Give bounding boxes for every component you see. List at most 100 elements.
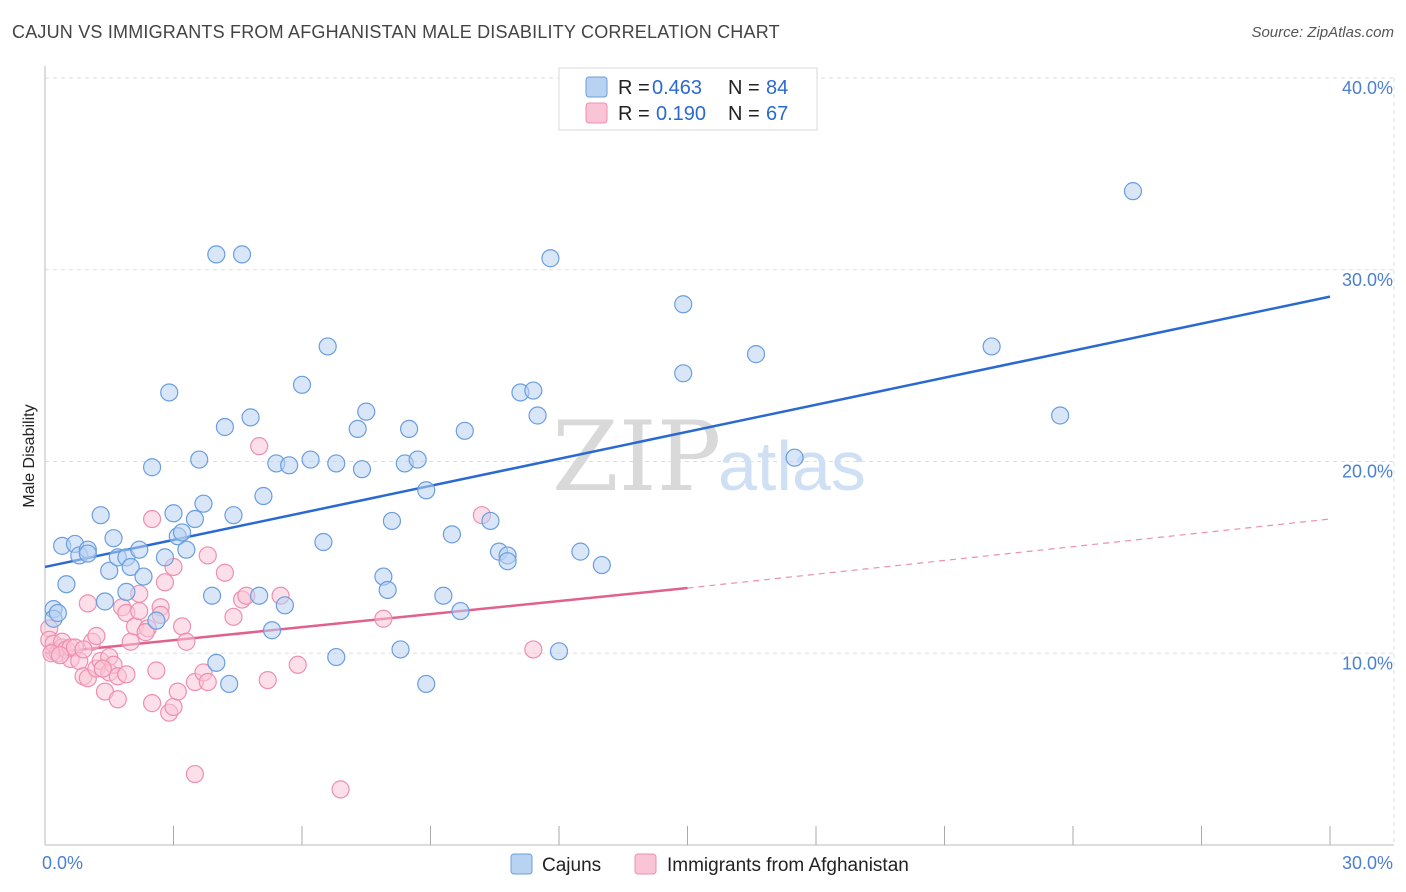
cajun-point-75 xyxy=(592,555,611,575)
cajun-point-76 xyxy=(674,295,693,314)
cajun-point-65 xyxy=(481,511,500,531)
cajun-point-36 xyxy=(241,408,260,427)
cajun-points xyxy=(44,182,1143,694)
afghan-point-64 xyxy=(93,659,112,678)
afghan-point-17 xyxy=(87,626,106,646)
cajun-point-31 xyxy=(207,245,226,264)
cajun-point-21 xyxy=(160,383,179,402)
y-tick-labels: 10.0% 20.0% 30.0% 40.0% xyxy=(1342,78,1393,673)
cajun-point-72 xyxy=(541,249,560,268)
legend-n-label-2: N = xyxy=(728,103,760,125)
legend-box: R = 0.463 N = 84 R = 0.190 N = 67 xyxy=(558,67,818,131)
x-tick-label-max: 30.0% xyxy=(1342,853,1393,873)
cajun-point-59 xyxy=(417,674,436,694)
y-tick-label-2: 30.0% xyxy=(1342,270,1393,290)
afghan-point-57 xyxy=(288,655,307,674)
cajun-point-32 xyxy=(215,417,234,437)
cajun-point-29 xyxy=(202,586,222,605)
afghan-point-24 xyxy=(108,690,127,709)
cajun-point-51 xyxy=(357,402,376,421)
cajun-point-27 xyxy=(190,450,209,469)
afghan-point-45 xyxy=(185,764,205,784)
cajun-point-41 xyxy=(275,596,294,615)
cajun-point-45 xyxy=(314,532,333,552)
afghan-trend-extension xyxy=(687,518,1331,589)
cajun-point-10 xyxy=(100,561,119,580)
afghan-point-63 xyxy=(50,646,70,665)
afghan-point-28 xyxy=(121,632,140,651)
legend-swatch-cajun xyxy=(585,76,608,98)
cajun-point-34 xyxy=(224,506,243,525)
afghan-point-41 xyxy=(164,697,183,717)
cajun-trend-line xyxy=(44,295,1331,569)
bottom-legend-afghan: Immigrants from Afghanistan xyxy=(667,855,909,876)
cajun-point-64 xyxy=(455,421,474,440)
y-tick-label-0: 10.0% xyxy=(1342,653,1393,673)
cajun-point-46 xyxy=(318,337,337,356)
cajun-point-63 xyxy=(451,601,470,621)
cajun-point-79 xyxy=(785,448,804,467)
cajun-point-74 xyxy=(571,542,590,561)
afghan-point-44 xyxy=(177,632,196,651)
cajun-point-48 xyxy=(327,454,346,473)
cajun-point-80 xyxy=(982,337,1001,356)
afghan-point-14 xyxy=(78,594,97,613)
cajun-point-82 xyxy=(1123,182,1143,201)
cajun-point-35 xyxy=(232,245,252,264)
afghan-point-42 xyxy=(168,682,187,701)
cajun-point-25 xyxy=(177,540,196,559)
legend-n-value-1: 84 xyxy=(766,77,788,99)
afghan-point-35 xyxy=(147,661,166,680)
cajun-point-60 xyxy=(417,481,436,500)
y-tick-label-3: 40.0% xyxy=(1342,78,1393,98)
cajun-point-58 xyxy=(408,450,427,469)
trend-lines xyxy=(44,295,1331,655)
x-tick-label-min: 0.0% xyxy=(42,853,83,873)
cajun-point-20 xyxy=(155,548,175,567)
cajun-point-77 xyxy=(674,364,693,383)
afghan-point-38 xyxy=(155,573,175,592)
afghan-point-34 xyxy=(142,509,162,529)
cajun-point-50 xyxy=(352,460,372,479)
cajun-point-43 xyxy=(292,375,312,394)
afghan-trend-line xyxy=(44,586,688,655)
cajun-point-9 xyxy=(95,592,115,611)
cajun-point-54 xyxy=(382,511,402,531)
cajun-point-78 xyxy=(746,345,766,364)
afghan-point-66 xyxy=(74,640,93,659)
y-tick-label-1: 20.0% xyxy=(1342,462,1393,482)
cajun-point-18 xyxy=(142,458,162,477)
cajun-point-30 xyxy=(207,653,226,672)
legend-r-value-1: 0.463 xyxy=(652,77,702,99)
cajun-point-70 xyxy=(524,381,543,400)
cajun-point-26 xyxy=(185,509,205,529)
legend-n-value-2: 67 xyxy=(766,103,788,125)
legend-r-value-2: 0.190 xyxy=(656,103,706,125)
cajun-point-38 xyxy=(254,486,273,506)
cajun-point-55 xyxy=(391,640,410,659)
afghan-point-58 xyxy=(331,780,350,799)
bottom-legend: Cajuns Immigrants from Afghanistan xyxy=(510,853,909,876)
bottom-legend-swatch-cajun xyxy=(510,853,533,875)
y-axis-label: Male Disability xyxy=(21,404,38,507)
afghan-point-51 xyxy=(224,607,243,626)
cajun-point-81 xyxy=(1051,406,1070,425)
legend-r-label-1: R = xyxy=(618,77,650,99)
afghan-point-55 xyxy=(258,670,277,690)
afghan-point-61 xyxy=(524,640,543,659)
chart-title: CAJUN VS IMMIGRANTS FROM AFGHANISTAN MAL… xyxy=(12,22,780,42)
afghan-point-33 xyxy=(142,694,162,713)
legend-swatch-afghan xyxy=(585,102,608,124)
cajun-point-15 xyxy=(121,557,140,577)
cajun-point-8 xyxy=(91,506,110,525)
afghan-point-27 xyxy=(117,665,136,684)
afghan-points xyxy=(40,437,543,799)
axes xyxy=(44,66,1394,846)
source-label: Source: ZipAtlas.com xyxy=(1251,24,1394,41)
cajun-point-33 xyxy=(220,674,239,694)
afghan-point-65 xyxy=(136,623,155,642)
cajun-point-57 xyxy=(399,419,419,439)
cajun-point-83 xyxy=(48,603,67,623)
cajun-point-71 xyxy=(528,406,547,425)
